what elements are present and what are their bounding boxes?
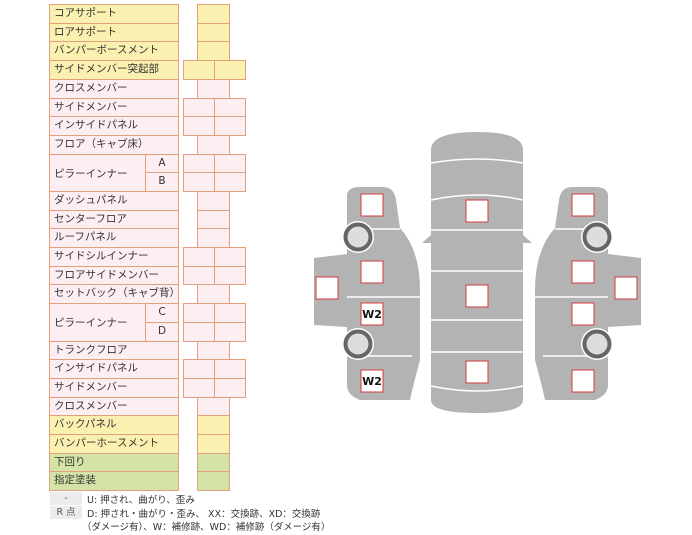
damage-mark: W2: [362, 308, 382, 321]
damage-box: [465, 199, 489, 223]
legend-text-u: U: 押され、曲がり、歪み: [87, 495, 195, 506]
row-label: インサイドパネル: [49, 116, 179, 136]
input-cell-right[interactable]: [214, 266, 246, 285]
row-label: サイドメンバー: [49, 98, 179, 117]
damage-box: [360, 302, 384, 326]
wheel-icon: [343, 329, 373, 359]
damage-box: [465, 360, 489, 384]
damage-box: [614, 276, 638, 300]
input-cell-right[interactable]: [214, 60, 246, 80]
row-label: バンパーボースメント: [49, 41, 179, 61]
wheel-icon: [582, 222, 612, 252]
input-cell-right[interactable]: [214, 322, 246, 342]
row-label: バックパネル: [49, 415, 179, 435]
damage-box: [571, 369, 595, 393]
legend-text-d: D: 押され・曲がり・歪み、 XX：交換跡、XD：交換跡: [87, 509, 321, 520]
legend-text-w: （ダメージ有）、W：補修跡、WD：補修跡（ダメージ有）: [82, 522, 331, 533]
right-side-body: [535, 187, 608, 400]
row-label: 指定塗装: [49, 471, 179, 491]
damage-box: [465, 284, 489, 308]
row-label: サイドシルインナー: [49, 247, 179, 267]
wheel-icon: [582, 329, 612, 359]
legend-key-dash: -: [50, 492, 82, 505]
damage-box: [315, 276, 339, 300]
damage-box: [571, 260, 595, 284]
damage-box: [571, 302, 595, 326]
row-label: バンパーホースメント: [49, 434, 179, 454]
row-label: クロスメンバー: [49, 79, 179, 99]
panel-line: [430, 194, 524, 201]
legend-key-r: R 点: [50, 506, 82, 519]
row-label: クロスメンバー: [49, 397, 179, 416]
row-label: フロアサイドメンバー: [49, 266, 179, 285]
row-label: サイドメンバー突起部: [49, 60, 179, 80]
panel-line: [430, 385, 524, 392]
row-label: フロア（キャブ床）: [49, 135, 179, 155]
damage-mark: W2: [362, 375, 382, 388]
row-label: センターフロア: [49, 210, 179, 229]
panel-line: [430, 158, 524, 164]
damage-box: [360, 260, 384, 284]
damage-box: [360, 193, 384, 217]
input-cell-right[interactable]: [214, 116, 246, 136]
damage-box: [571, 193, 595, 217]
sub-label: C: [145, 303, 179, 323]
input-cell-right[interactable]: [214, 172, 246, 192]
center-body: [431, 132, 523, 413]
wheel-icon: [343, 222, 373, 252]
left-side-body: [347, 187, 420, 400]
input-cell-right[interactable]: [214, 378, 246, 398]
damage-box: [360, 369, 384, 393]
input-cell[interactable]: [197, 471, 230, 491]
